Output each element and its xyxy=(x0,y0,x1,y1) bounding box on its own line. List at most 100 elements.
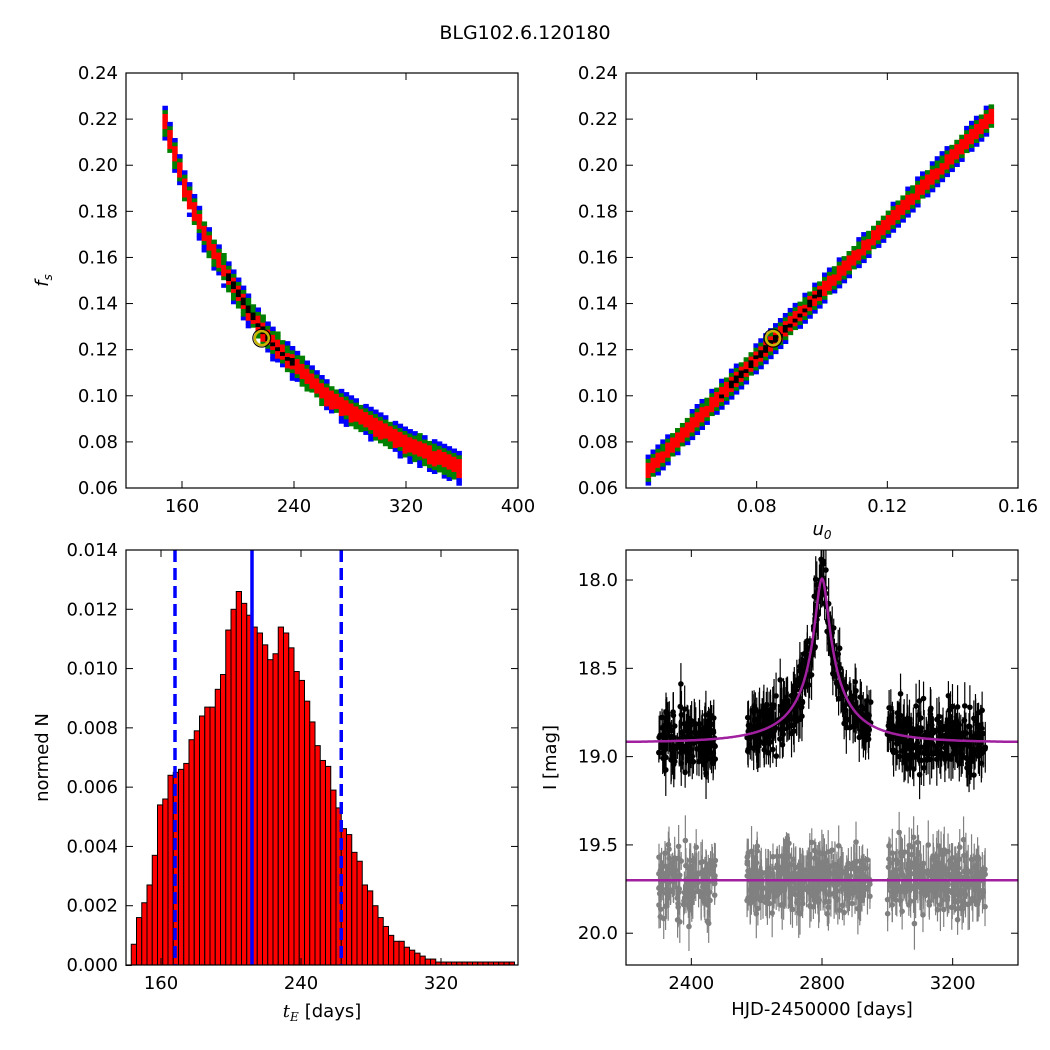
density-cell xyxy=(324,394,330,399)
density-cell xyxy=(275,335,281,340)
density-cell xyxy=(645,473,652,478)
data-point xyxy=(923,740,930,747)
density-cell xyxy=(235,281,242,286)
density-cell xyxy=(427,452,433,457)
density-cell xyxy=(343,414,350,420)
histogram-bar xyxy=(403,946,410,966)
density-cell xyxy=(675,428,681,433)
best-fit-marker xyxy=(764,329,782,347)
density-cell xyxy=(304,383,310,388)
density-cell xyxy=(436,468,443,473)
residual-point xyxy=(744,860,751,867)
density-cell xyxy=(714,387,720,392)
density-cell xyxy=(216,263,222,268)
data-point xyxy=(773,693,779,699)
density-cell xyxy=(255,318,261,324)
density-cell xyxy=(446,461,453,466)
histogram-bar xyxy=(214,688,221,966)
density-cell xyxy=(836,276,843,281)
residual-point xyxy=(703,872,709,879)
density-cell xyxy=(240,293,247,298)
density-cell xyxy=(191,205,198,210)
density-cell xyxy=(915,203,921,208)
density-cell xyxy=(353,409,359,415)
density-cell xyxy=(885,218,892,223)
residual-point xyxy=(903,874,909,881)
density-cell xyxy=(363,422,369,428)
data-point xyxy=(904,728,910,734)
residual-point xyxy=(747,898,754,904)
density-cell xyxy=(959,138,965,143)
density-cell xyxy=(407,429,413,434)
density-cell xyxy=(915,180,921,185)
density-cell xyxy=(397,423,404,429)
density-cell xyxy=(417,463,423,468)
density-cell xyxy=(299,370,306,376)
residual-point xyxy=(937,902,944,908)
density-cell xyxy=(826,271,833,276)
density-cell xyxy=(358,416,364,421)
density-cell xyxy=(684,436,691,442)
density-cell xyxy=(934,163,941,169)
density-cell xyxy=(812,297,818,303)
density-cell xyxy=(162,128,168,133)
density-cell xyxy=(162,120,168,126)
density-cell xyxy=(988,111,995,117)
density-cell xyxy=(441,474,448,479)
density-cell xyxy=(427,444,433,450)
density-cell xyxy=(186,204,193,210)
residual-point xyxy=(669,869,675,875)
residual-point xyxy=(970,874,977,881)
density-cell xyxy=(817,296,823,301)
density-cell xyxy=(660,462,666,467)
histogram-bars xyxy=(125,591,515,966)
density-cell xyxy=(392,436,399,441)
residual-point xyxy=(941,847,948,853)
density-cell xyxy=(694,426,701,432)
density-cell xyxy=(983,105,990,111)
density-cell xyxy=(655,471,661,476)
density-cell xyxy=(451,456,457,461)
residual-point xyxy=(689,894,696,900)
density-cell xyxy=(817,285,823,290)
density-cell xyxy=(724,396,730,401)
density-cell xyxy=(885,233,892,238)
data-point xyxy=(804,638,811,645)
y-tick-label: 0.008 xyxy=(66,718,118,739)
histogram-bar xyxy=(388,934,395,966)
density-cell xyxy=(802,292,808,298)
data-point xyxy=(808,672,815,678)
data-point xyxy=(823,567,829,573)
density-cell xyxy=(831,285,838,290)
density-cell xyxy=(353,413,359,418)
data-point xyxy=(976,741,983,748)
density-cell xyxy=(441,451,448,456)
density-cell xyxy=(333,404,340,410)
density-cell xyxy=(436,456,443,462)
density-cell xyxy=(875,220,882,226)
residual-point xyxy=(812,855,818,862)
density-cell xyxy=(826,267,833,272)
density-cell xyxy=(988,115,995,121)
data-point xyxy=(661,753,668,760)
density-cell xyxy=(645,481,652,486)
density-cell xyxy=(973,119,980,124)
data-point xyxy=(657,732,663,739)
density-cell xyxy=(368,421,374,427)
density-cell xyxy=(709,392,715,398)
density-cell xyxy=(670,448,676,453)
histogram-bar xyxy=(193,730,200,966)
density-cell xyxy=(670,436,676,442)
residual-point xyxy=(925,842,932,848)
density-cell xyxy=(216,259,222,265)
y-tick-label: 0.14 xyxy=(578,294,618,315)
data-point xyxy=(846,724,853,731)
density-cell xyxy=(304,360,310,365)
panel-light-curve: 2400 2800 3200 18.0 18.5 19.0 19.5 20.0 HJD-2450… xyxy=(540,549,1019,1020)
residual-point xyxy=(769,910,775,916)
density-cell xyxy=(797,305,803,310)
histogram-bar xyxy=(256,632,263,966)
density-cell xyxy=(402,441,408,447)
density-cell xyxy=(983,124,990,130)
density-cell xyxy=(177,173,183,178)
